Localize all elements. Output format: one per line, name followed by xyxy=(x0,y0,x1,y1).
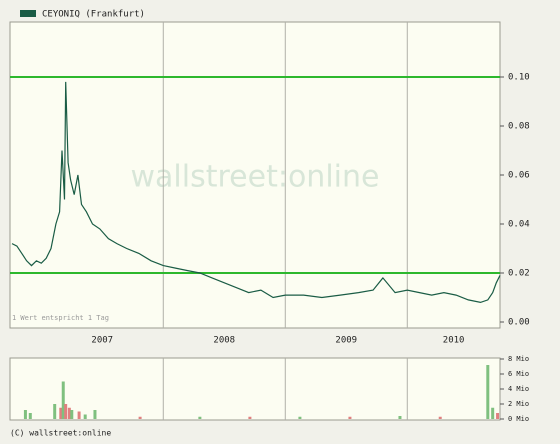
footer: (C) wallstreet:online xyxy=(10,429,111,438)
volume-bar xyxy=(491,407,495,419)
volume-bar xyxy=(53,404,57,419)
y-tick-label: 0.04 xyxy=(508,220,530,230)
price-panel xyxy=(9,21,501,329)
x-tick-label: 2007 xyxy=(91,336,113,346)
y-tick-label: 0.06 xyxy=(508,171,530,181)
note: 1 Wert entspricht 1 Tag xyxy=(12,314,109,322)
watermark: wallstreet:online xyxy=(131,160,380,195)
volume-panel xyxy=(9,357,501,421)
volume-bar xyxy=(67,407,71,419)
volume-bar xyxy=(59,407,63,419)
y-tick-label: 6 Mio xyxy=(508,370,529,378)
x-tick-label: 2010 xyxy=(443,336,465,346)
volume-bar xyxy=(398,416,402,419)
volume-bar xyxy=(486,365,490,419)
volume-bar xyxy=(77,411,81,419)
y-tick-label: 0.00 xyxy=(508,318,530,328)
y-tick-label: 0.08 xyxy=(508,122,530,132)
volume-bar xyxy=(438,416,442,419)
volume-bar xyxy=(348,416,352,419)
y-tick-label: 0.02 xyxy=(508,269,530,279)
price-line xyxy=(11,81,501,304)
volume-bar xyxy=(93,410,97,419)
y-tick-label: 4 Mio xyxy=(508,385,529,393)
legend-swatch xyxy=(20,10,36,17)
y-tick-label: 0 Mio xyxy=(508,415,529,423)
volume-bar xyxy=(28,413,32,419)
y-tick-label: 0.10 xyxy=(508,73,530,83)
volume-bar xyxy=(70,410,74,419)
volume-bar xyxy=(496,413,500,419)
y-tick-label: 8 Mio xyxy=(508,355,529,363)
volume-bar xyxy=(83,414,87,419)
volume-bar xyxy=(198,416,202,419)
volume-bar xyxy=(248,416,252,419)
volume-bar xyxy=(23,410,27,419)
x-tick-label: 2009 xyxy=(335,336,357,346)
x-tick-label: 2008 xyxy=(213,336,235,346)
volume-bar xyxy=(138,416,142,419)
legend-label: CEYONIQ (Frankfurt) xyxy=(42,10,145,20)
y-tick-label: 2 Mio xyxy=(508,400,529,408)
volume-bar xyxy=(298,416,302,419)
volume-bar xyxy=(61,381,65,419)
volume-bar xyxy=(64,404,68,419)
